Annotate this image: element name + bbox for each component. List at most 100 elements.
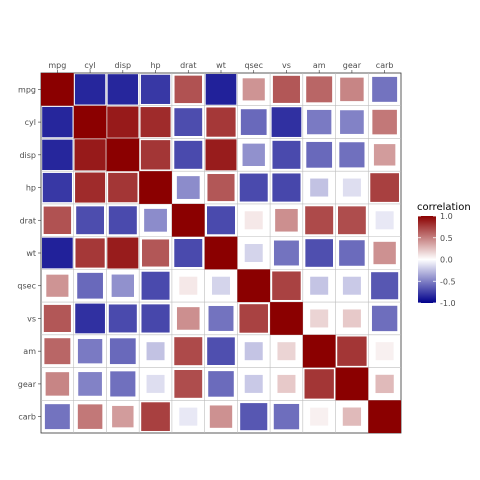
heatmap-cell-drat-gear [338, 206, 366, 235]
heatmap-cell-gear-am [304, 369, 334, 399]
y-tick-label-mpg: mpg [18, 85, 36, 94]
y-axis: mpg cyl disp hp drat wt qsec vs am gear carb [17, 85, 41, 422]
y-tick-label-drat: drat [20, 216, 36, 225]
heatmap-cell-carb-vs [273, 403, 300, 430]
y-tick-label-am: am [23, 347, 36, 356]
heatmap-cell-mpg-qsec [242, 78, 265, 101]
heatmap-cell-vs-carb [371, 305, 398, 332]
heatmap-cell-cyl-drat [174, 108, 203, 136]
x-tick-label-hp: hp [150, 61, 160, 70]
heatmap-cell-hp-gear [342, 178, 361, 197]
heatmap-cell-vs-vs [270, 302, 303, 335]
y-tick-label-hp: hp [26, 184, 36, 193]
heatmap-cell-drat-vs [275, 208, 298, 232]
heatmap-cell-carb-hp [141, 402, 170, 431]
heatmap-cell-gear-disp [110, 371, 136, 397]
y-tick-label-qsec: qsec [17, 282, 36, 291]
heatmap-cell-am-disp [109, 338, 136, 365]
heatmap-cell-qsec-gear [342, 276, 361, 295]
heatmap-cell-mpg-drat [174, 75, 202, 104]
heatmap-cell-am-carb [375, 342, 394, 361]
heatmap-cell-mpg-carb [372, 76, 398, 102]
heatmap-cell-vs-am [310, 309, 329, 328]
heatmap-cell-am-wt [207, 337, 235, 365]
heatmap-cell-gear-mpg [45, 372, 70, 396]
heatmap-cell-wt-carb [373, 241, 396, 265]
heatmap-cell-cyl-hp [140, 107, 171, 138]
y-tick-label-carb: carb [18, 413, 36, 422]
heatmap-cell-carb-carb [368, 400, 401, 433]
heatmap-cell-qsec-cyl [77, 272, 103, 299]
heatmap-cell-hp-vs [272, 173, 301, 202]
heatmap-cell-qsec-hp [141, 271, 170, 300]
legend-tick-label: 1.0 [440, 212, 453, 221]
heatmap-cell-vs-wt [208, 305, 234, 331]
heatmap-cell-mpg-gear [340, 77, 364, 102]
heatmap-cell-cyl-cyl [73, 105, 107, 139]
heatmap-cell-qsec-carb [371, 272, 399, 300]
heatmap-cell-disp-mpg [42, 139, 73, 171]
heatmap-cell-wt-wt [204, 236, 238, 270]
heatmap-cell-drat-disp [108, 206, 137, 235]
heatmap-cell-wt-hp [142, 239, 170, 267]
heatmap-cell-drat-cyl [76, 206, 104, 235]
heatmap-cell-wt-disp [107, 237, 139, 269]
heatmap-cell-qsec-wt [212, 276, 230, 295]
heatmap-cell-drat-am [305, 206, 334, 235]
heatmap-cell-vs-qsec [239, 304, 268, 333]
heatmap-cell-gear-drat [174, 370, 203, 398]
heatmap-cell-cyl-qsec [240, 109, 267, 135]
heatmap-cell-qsec-disp [111, 274, 134, 297]
heatmap-cell-gear-carb [375, 374, 394, 394]
legend-tick-label: -1.0 [440, 299, 456, 308]
heatmap-cell-disp-disp [106, 138, 140, 172]
x-tick-label-am: am [313, 61, 326, 70]
heatmap-cell-disp-carb [373, 144, 396, 166]
heatmap-cell-drat-carb [375, 211, 394, 230]
heatmap-cell-cyl-disp [107, 106, 139, 138]
x-tick-label-vs: vs [282, 61, 291, 70]
heatmap-cell-hp-carb [370, 173, 399, 202]
heatmap-cell-drat-hp [144, 208, 167, 232]
heatmap-cell-carb-mpg [44, 404, 70, 430]
legend: correlation 1.0 0.5 0.0 -0.5 -1.0 [417, 202, 471, 308]
heatmap-cell-hp-disp [108, 172, 138, 203]
heatmap-cell-mpg-disp [107, 74, 139, 105]
heatmap-cell-am-vs [277, 342, 296, 361]
heatmap-cell-gear-wt [208, 371, 234, 397]
heatmap-cell-vs-drat [176, 307, 200, 330]
heatmap-cell-disp-drat [174, 140, 203, 169]
heatmap-cell-cyl-mpg [42, 106, 73, 138]
heatmap-cell-vs-mpg [43, 304, 71, 332]
heatmap-cell-gear-vs [277, 374, 296, 393]
y-tick-label-cyl: cyl [25, 118, 36, 127]
y-tick-label-gear: gear [18, 380, 37, 389]
y-tick-label-disp: disp [19, 151, 36, 160]
heatmap-cell-cyl-wt [206, 107, 236, 137]
heatmap-cell-mpg-hp [140, 74, 171, 104]
heatmap-cell-am-mpg [44, 338, 71, 365]
heatmap-cell-carb-disp [112, 405, 134, 428]
heatmap-cell-qsec-drat [179, 276, 198, 295]
y-tick-label-wt: wt [26, 249, 36, 258]
heatmap-cell-qsec-am [310, 276, 329, 295]
heatmap-cell-vs-gear [342, 309, 361, 328]
heatmap-cell-gear-cyl [78, 372, 102, 396]
heatmap-cell-am-cyl [77, 339, 103, 364]
legend-colorbar [418, 216, 436, 303]
heatmap-cell-wt-mpg [42, 237, 73, 269]
heatmap-cell-wt-vs [273, 240, 299, 266]
x-tick-label-disp: disp [115, 61, 132, 70]
heatmap-cell-am-am [302, 334, 336, 368]
heatmap-cell-gear-qsec [244, 374, 263, 393]
heatmap-cell-am-drat [174, 337, 203, 366]
heatmap-cell-wt-drat [174, 239, 203, 267]
legend-tick-label: 0.0 [440, 256, 453, 265]
legend-tick-label: -0.5 [440, 277, 456, 286]
heatmap-cell-carb-am [310, 407, 329, 426]
heatmap-cell-drat-qsec [244, 211, 263, 230]
heatmap-cell-gear-hp [146, 374, 165, 393]
heatmap-cell-disp-cyl [74, 139, 106, 171]
heatmap-cell-carb-cyl [77, 404, 103, 429]
